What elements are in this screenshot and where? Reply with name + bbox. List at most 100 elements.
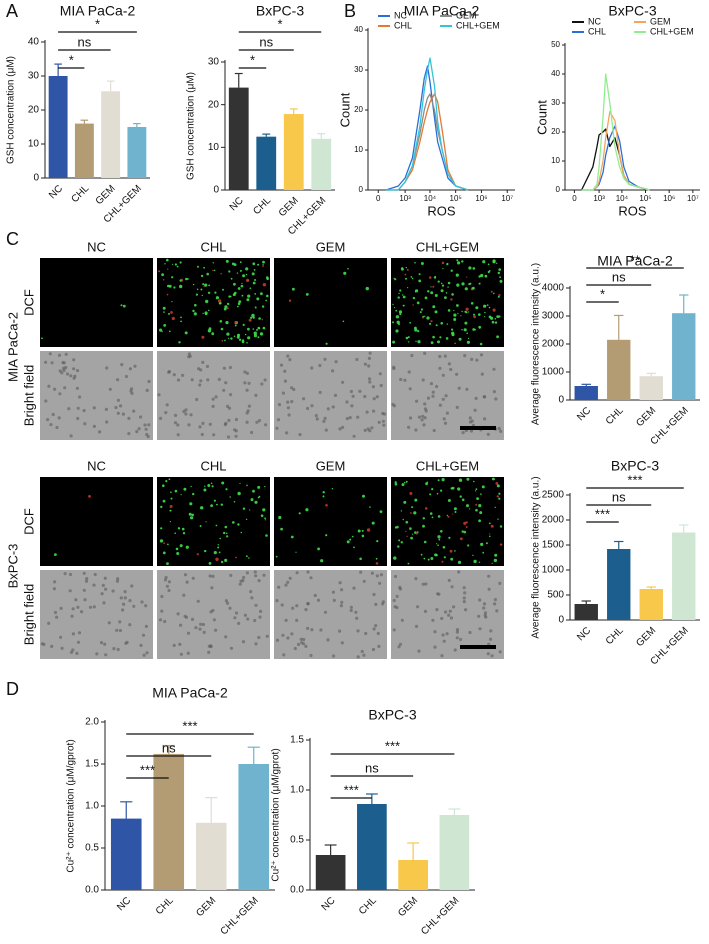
cell bbox=[472, 267, 476, 270]
cell bbox=[174, 489, 178, 493]
chart-title: MIA PaCa-2 bbox=[597, 253, 673, 269]
cell bbox=[69, 434, 73, 438]
cell bbox=[398, 292, 400, 295]
cell bbox=[220, 560, 224, 564]
y-tick-label: 1000 bbox=[542, 367, 565, 378]
cell bbox=[253, 618, 257, 623]
bar bbox=[574, 604, 598, 620]
cell bbox=[459, 637, 463, 642]
cell bbox=[400, 541, 403, 544]
cell bbox=[467, 544, 470, 547]
cell bbox=[424, 315, 426, 317]
fluorescence-image bbox=[391, 258, 504, 347]
cell bbox=[114, 405, 118, 410]
cell bbox=[310, 366, 314, 370]
cell bbox=[169, 505, 173, 508]
cell bbox=[450, 298, 453, 301]
cell bbox=[457, 487, 461, 491]
cell bbox=[264, 517, 266, 520]
cell bbox=[224, 558, 228, 563]
cell bbox=[494, 318, 497, 320]
cell bbox=[406, 535, 408, 538]
cell bbox=[322, 495, 325, 498]
y-tick-label: 1.0 bbox=[290, 785, 304, 796]
cell bbox=[495, 609, 499, 613]
cell bbox=[254, 293, 257, 295]
histogram-line bbox=[386, 93, 469, 191]
cell bbox=[104, 587, 108, 591]
cell bbox=[441, 397, 445, 401]
cell bbox=[82, 409, 86, 413]
cell bbox=[349, 538, 352, 541]
cell bbox=[198, 425, 202, 429]
x-tick-label: 10⁶ bbox=[475, 194, 487, 203]
cell bbox=[206, 272, 209, 276]
cell bbox=[160, 527, 163, 530]
significance-label: * bbox=[277, 16, 282, 31]
cell bbox=[159, 416, 163, 420]
cell bbox=[233, 282, 236, 286]
cell bbox=[139, 415, 143, 419]
cell bbox=[92, 605, 96, 609]
cell bbox=[447, 515, 450, 518]
cell bbox=[381, 600, 385, 604]
cell bbox=[421, 378, 425, 382]
cell bbox=[369, 506, 371, 508]
cell bbox=[234, 611, 239, 615]
cell bbox=[313, 593, 317, 598]
column-header: GEM bbox=[316, 458, 346, 473]
y-tick-label: 0 bbox=[558, 615, 564, 626]
cell bbox=[44, 360, 48, 364]
cell bbox=[498, 650, 502, 654]
cell bbox=[478, 561, 481, 563]
error-bar bbox=[317, 133, 326, 139]
cell bbox=[295, 551, 297, 553]
bar bbox=[48, 76, 68, 178]
cell bbox=[477, 614, 481, 618]
cell bbox=[280, 527, 283, 531]
cell bbox=[211, 404, 215, 408]
cell bbox=[60, 371, 64, 375]
cell bbox=[123, 590, 127, 594]
bar bbox=[574, 386, 598, 400]
cell bbox=[260, 382, 264, 386]
cell bbox=[170, 491, 172, 494]
cell bbox=[295, 618, 299, 623]
column-header: CHL+GEM bbox=[416, 458, 479, 473]
cell bbox=[63, 572, 67, 576]
cell bbox=[130, 391, 134, 395]
cell bbox=[143, 423, 147, 427]
cell bbox=[452, 513, 454, 515]
cell bbox=[478, 598, 482, 602]
significance-label: *** bbox=[182, 718, 197, 733]
cell bbox=[318, 363, 322, 368]
image-background bbox=[274, 477, 387, 566]
fluorescence-image bbox=[391, 477, 504, 566]
cell bbox=[207, 291, 211, 294]
cell bbox=[379, 383, 383, 388]
cell bbox=[246, 484, 248, 487]
cell bbox=[207, 484, 211, 487]
bright-field-image bbox=[391, 351, 504, 440]
cell bbox=[230, 277, 233, 280]
cell bbox=[184, 615, 189, 619]
significance-label: *** bbox=[344, 782, 359, 797]
cell bbox=[494, 506, 496, 509]
cell bbox=[88, 605, 93, 609]
cell bbox=[484, 311, 486, 314]
cell bbox=[262, 264, 264, 266]
cell bbox=[262, 265, 264, 268]
cell bbox=[461, 310, 463, 313]
cell bbox=[462, 586, 466, 590]
fluorescence-image bbox=[274, 477, 387, 566]
cell bbox=[361, 534, 365, 538]
cell bbox=[310, 404, 314, 408]
error-bar bbox=[324, 844, 337, 855]
cell bbox=[200, 432, 204, 437]
error-bar bbox=[289, 108, 298, 115]
cell bbox=[474, 490, 477, 492]
cell bbox=[52, 587, 57, 591]
y-tick-label: 0.5 bbox=[290, 835, 304, 846]
significance-label: *** bbox=[595, 506, 610, 521]
cell bbox=[474, 396, 478, 400]
